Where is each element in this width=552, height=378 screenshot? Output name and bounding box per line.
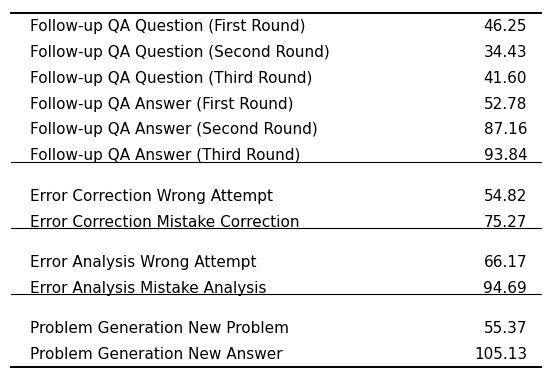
Text: Problem Generation New Answer: Problem Generation New Answer [30,347,283,362]
Text: Follow-up QA Answer (Third Round): Follow-up QA Answer (Third Round) [30,149,301,163]
Text: Follow-up QA Answer (Second Round): Follow-up QA Answer (Second Round) [30,122,318,138]
Text: Follow-up QA Answer (First Round): Follow-up QA Answer (First Round) [30,96,294,112]
Text: Follow-up QA Question (Third Round): Follow-up QA Question (Third Round) [30,71,313,85]
Text: Follow-up QA Question (Second Round): Follow-up QA Question (Second Round) [30,45,330,60]
Text: 34.43: 34.43 [484,45,527,60]
Text: Error Correction Wrong Attempt: Error Correction Wrong Attempt [30,189,273,204]
Text: Error Analysis Mistake Analysis: Error Analysis Mistake Analysis [30,281,267,296]
Text: 75.27: 75.27 [484,215,527,229]
Text: 52.78: 52.78 [484,96,527,112]
Text: Error Analysis Wrong Attempt: Error Analysis Wrong Attempt [30,255,257,270]
Text: Problem Generation New Problem: Problem Generation New Problem [30,321,289,336]
Text: Follow-up QA Question (First Round): Follow-up QA Question (First Round) [30,19,306,34]
Text: 66.17: 66.17 [484,255,527,270]
Text: 46.25: 46.25 [484,19,527,34]
Text: 93.84: 93.84 [484,149,527,163]
Text: 94.69: 94.69 [484,281,527,296]
Text: Error Correction Mistake Correction: Error Correction Mistake Correction [30,215,300,229]
Text: 55.37: 55.37 [484,321,527,336]
Text: 87.16: 87.16 [484,122,527,138]
Text: 105.13: 105.13 [474,347,527,362]
Text: 54.82: 54.82 [484,189,527,204]
Text: 41.60: 41.60 [484,71,527,85]
